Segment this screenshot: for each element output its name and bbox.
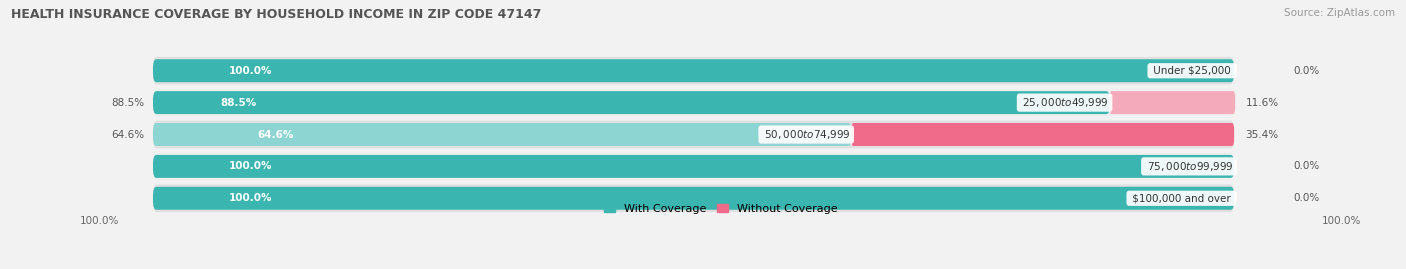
FancyBboxPatch shape	[153, 153, 1234, 180]
Text: 0.0%: 0.0%	[1294, 161, 1320, 171]
FancyBboxPatch shape	[153, 187, 1234, 210]
Text: HEALTH INSURANCE COVERAGE BY HOUSEHOLD INCOME IN ZIP CODE 47147: HEALTH INSURANCE COVERAGE BY HOUSEHOLD I…	[11, 8, 541, 21]
FancyBboxPatch shape	[1109, 91, 1236, 114]
Text: Under $25,000: Under $25,000	[1150, 66, 1234, 76]
Text: 100.0%: 100.0%	[229, 161, 273, 171]
FancyBboxPatch shape	[852, 123, 1234, 146]
Text: 100.0%: 100.0%	[229, 66, 273, 76]
FancyBboxPatch shape	[153, 123, 852, 146]
Text: 88.5%: 88.5%	[219, 98, 256, 108]
Text: 100.0%: 100.0%	[1322, 215, 1361, 226]
FancyBboxPatch shape	[153, 57, 1234, 85]
Text: $75,000 to $99,999: $75,000 to $99,999	[1143, 160, 1234, 173]
FancyBboxPatch shape	[153, 59, 1234, 82]
Text: 11.6%: 11.6%	[1246, 98, 1279, 108]
Text: 100.0%: 100.0%	[80, 215, 120, 226]
Text: 88.5%: 88.5%	[111, 98, 145, 108]
Text: $50,000 to $74,999: $50,000 to $74,999	[761, 128, 852, 141]
Text: 64.6%: 64.6%	[111, 129, 145, 140]
Text: 35.4%: 35.4%	[1244, 129, 1278, 140]
Text: 0.0%: 0.0%	[1294, 193, 1320, 203]
FancyBboxPatch shape	[153, 91, 1109, 114]
FancyBboxPatch shape	[153, 155, 1234, 178]
FancyBboxPatch shape	[153, 121, 1234, 148]
FancyBboxPatch shape	[153, 184, 1234, 212]
Text: 0.0%: 0.0%	[1294, 66, 1320, 76]
Text: 100.0%: 100.0%	[229, 193, 273, 203]
Text: 64.6%: 64.6%	[257, 129, 294, 140]
Legend: With Coverage, Without Coverage: With Coverage, Without Coverage	[599, 200, 842, 218]
FancyBboxPatch shape	[153, 89, 1234, 116]
Text: $100,000 and over: $100,000 and over	[1129, 193, 1234, 203]
Text: $25,000 to $49,999: $25,000 to $49,999	[1019, 96, 1109, 109]
Text: Source: ZipAtlas.com: Source: ZipAtlas.com	[1284, 8, 1395, 18]
